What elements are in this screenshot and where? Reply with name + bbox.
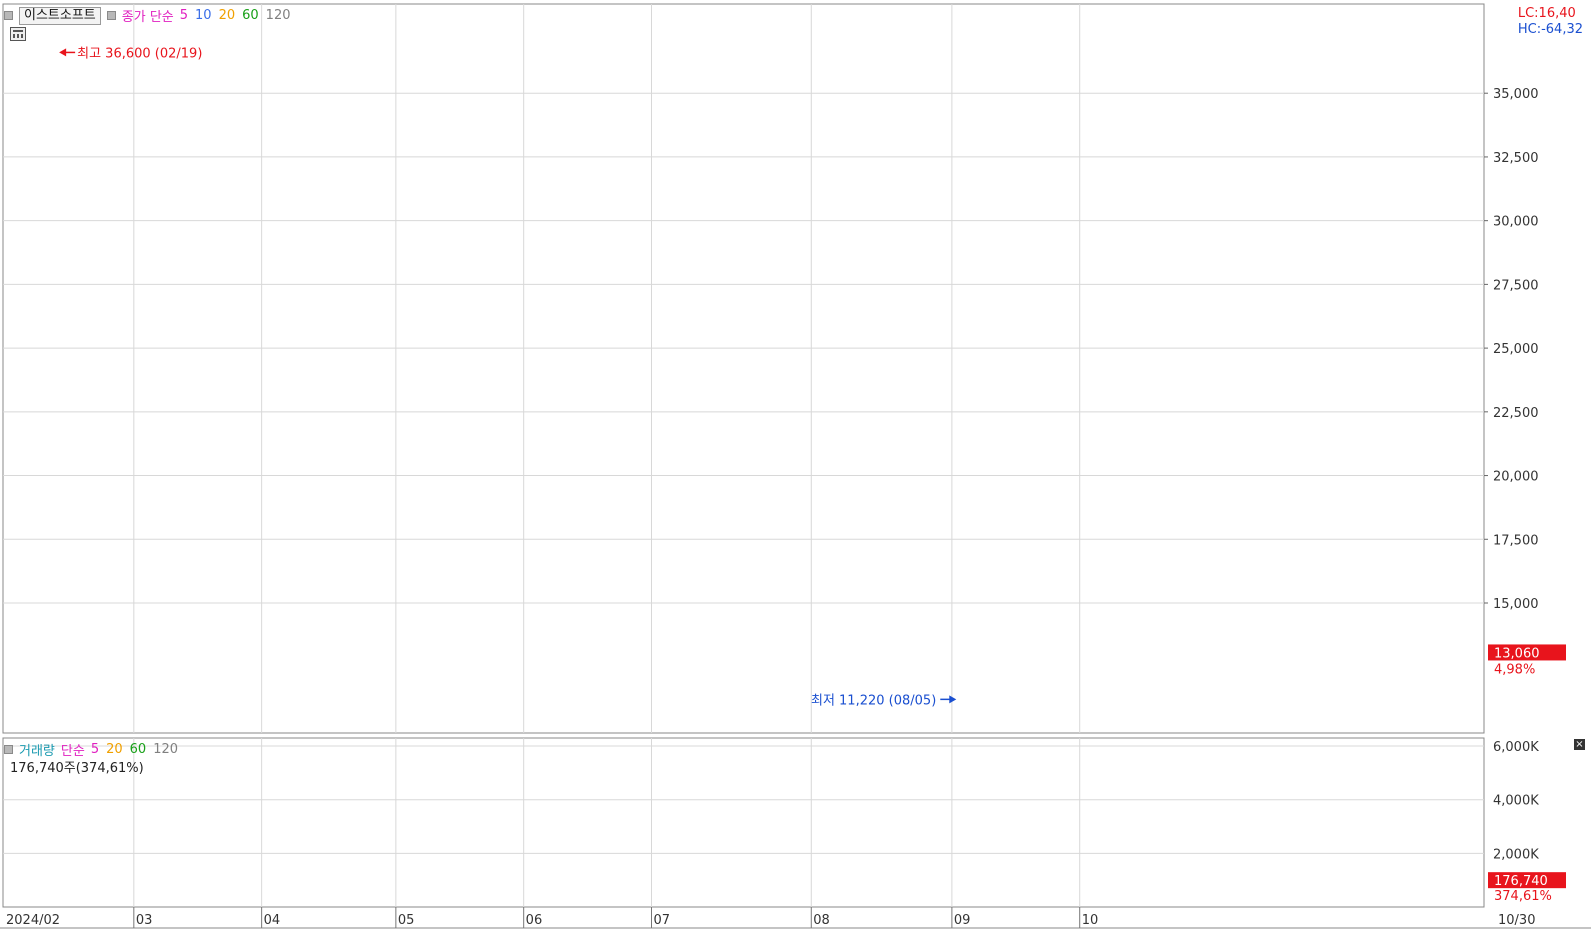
volume-ma-type: 단순	[60, 744, 85, 759]
x-tick-label: 09	[954, 913, 971, 928]
ma-period-5: 5	[179, 8, 189, 23]
x-tick-label: 07	[654, 913, 671, 928]
price-legend: 이스트소프트 종가 단순 5 10 20 60 120	[4, 6, 291, 25]
last-volume-value: 176,740	[1494, 874, 1548, 889]
lc-value: LC:16,40	[1517, 6, 1576, 21]
hc-value: HC:-64,32	[1517, 22, 1583, 37]
high-annotation: 최고 36,600 (02/19)	[77, 46, 202, 61]
axes: 35,000 32,500 30,000 27,500 25,000 22,500 20,0…	[0, 3, 1591, 929]
x-tick-label: 10	[1082, 913, 1099, 928]
x-tick-label: 08	[813, 913, 830, 928]
ma-period-120: 120	[265, 8, 291, 23]
ma-type-label: 종가 단순	[121, 10, 174, 25]
x-tick-label: 04	[264, 913, 281, 928]
symbol-name[interactable]: 이스트소프트	[19, 6, 101, 25]
volume-current: 176,740주(374,61%)	[10, 757, 144, 776]
volume-tick-label: 4,000K	[1493, 794, 1539, 809]
x-tick-label: 03	[136, 913, 153, 928]
volume-ma-period-120: 120	[153, 742, 179, 757]
close-icon[interactable]: ×	[1574, 739, 1585, 750]
volume-ma-period-20: 20	[106, 742, 123, 757]
last-volume-change: 374,61%	[1494, 889, 1552, 904]
price-tick-label: 32,500	[1493, 151, 1539, 166]
price-tick-label: 17,500	[1493, 533, 1539, 548]
last-price-badge	[1488, 644, 1566, 661]
x-tick-label: 2024/02	[6, 913, 60, 928]
volume-tick-label: 2,000K	[1493, 847, 1539, 862]
x-tick-label: 10/30	[1498, 913, 1535, 928]
price-tick-label: 27,500	[1493, 278, 1539, 293]
ma-marker	[106, 11, 116, 20]
price-tick-label: 15,000	[1493, 597, 1539, 612]
volume-marker	[4, 745, 13, 754]
ma-periods: 5 10 20 60 120	[180, 8, 291, 23]
last-price-value: 13,060	[1494, 646, 1540, 661]
volume-title: 거래량	[19, 744, 55, 759]
price-tick-label: 30,000	[1493, 215, 1539, 230]
volume-legend: 거래량 단순 5 20 60 120	[4, 740, 178, 759]
x-tick-label: 06	[526, 913, 543, 928]
last-volume-badge	[1488, 872, 1566, 889]
x-tick-label: 05	[398, 913, 415, 928]
ma-period-10: 10	[195, 8, 212, 23]
high-arrow-head	[59, 48, 67, 57]
price-tick-label: 20,000	[1493, 470, 1539, 485]
volume-ma-period-60: 60	[129, 742, 147, 757]
calculator-icon[interactable]	[10, 27, 26, 41]
volume-current-value: 176,740주(374,61%)	[10, 761, 144, 776]
volume-tick-label: 6,000K	[1493, 740, 1539, 755]
volume-ma-periods: 5 20 60 120	[91, 742, 178, 757]
price-tick-label: 25,000	[1493, 342, 1539, 357]
symbol-marker	[4, 11, 13, 20]
ma-period-60: 60	[242, 8, 259, 23]
price-tick-label: 35,000	[1493, 87, 1539, 102]
price-tick-label: 22,500	[1493, 406, 1539, 421]
low-annotation: 최저 11,220 (08/05)	[811, 693, 936, 708]
ma-period-20: 20	[218, 8, 236, 23]
lc-hc-box: LC:16,40 HC:-64,32	[1518, 6, 1583, 38]
volume-ma-period-5: 5	[90, 742, 100, 757]
last-price-change: 4,98%	[1494, 662, 1535, 677]
low-arrow-head	[949, 695, 957, 704]
